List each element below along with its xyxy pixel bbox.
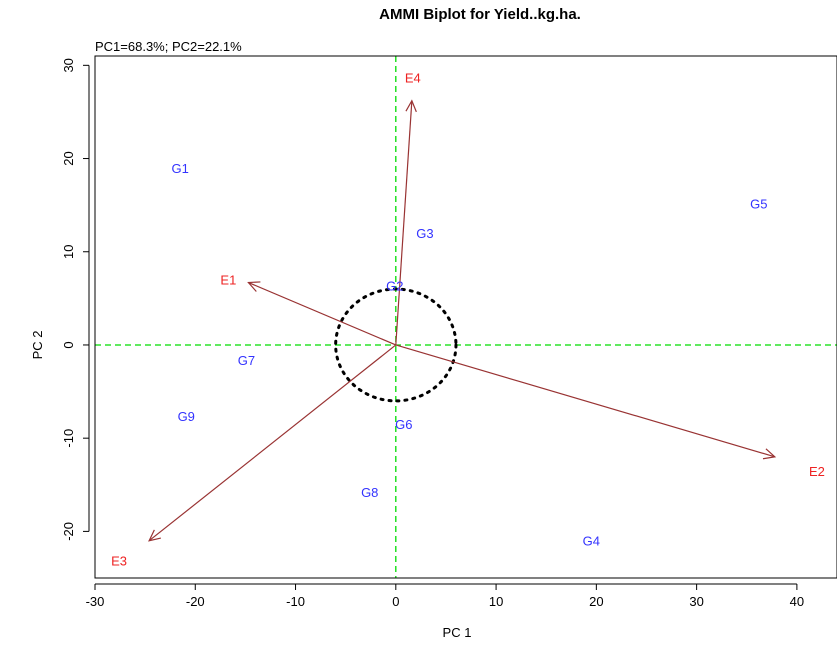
x-tick-label: 0 (392, 594, 399, 609)
arrow-e1 (248, 282, 395, 345)
x-tick-label: 40 (790, 594, 804, 609)
genotype-label-g9: G9 (178, 409, 195, 424)
y-tick-label: 30 (61, 58, 76, 72)
y-tick-label: 10 (61, 245, 76, 259)
environment-label-e4: E4 (405, 70, 421, 85)
genotype-label-g2: G2 (386, 278, 403, 293)
genotype-label-g5: G5 (750, 196, 767, 211)
arrow-e3 (149, 345, 396, 541)
point-labels: G1 G2 G3 G4 G5 G6 G7 G8 G9 E1 E2 E3 E4 (111, 70, 825, 568)
environment-arrows (149, 101, 775, 541)
axes: -30 -20 -10 0 10 20 30 40 -20 -10 0 10 20 30 (61, 58, 804, 609)
x-tick-label: 30 (689, 594, 703, 609)
environment-label-e2: E2 (809, 464, 825, 479)
arrow-e2 (396, 345, 775, 459)
x-tick-label: 20 (589, 594, 603, 609)
x-tick-label: -30 (86, 594, 105, 609)
y-tick-label: 20 (61, 151, 76, 165)
x-tick-label: 10 (489, 594, 503, 609)
y-tick-label: -20 (61, 522, 76, 541)
genotype-label-g4: G4 (583, 534, 600, 549)
genotype-label-g1: G1 (172, 161, 189, 176)
plot-frame (95, 56, 837, 578)
genotype-label-g6: G6 (395, 417, 412, 432)
y-tick-label: 0 (61, 341, 76, 348)
genotype-label-g7: G7 (238, 353, 255, 368)
chart-subtitle: PC1=68.3%; PC2=22.1% (95, 39, 242, 54)
y-axis-title: PC 2 (30, 331, 45, 360)
x-tick-label: -20 (186, 594, 205, 609)
y-tick-label: -10 (61, 429, 76, 448)
reference-lines (95, 56, 837, 578)
arrow-e4 (396, 101, 417, 345)
x-axis-title: PC 1 (443, 625, 472, 640)
genotype-label-g8: G8 (361, 485, 378, 500)
chart-title: AMMI Biplot for Yield..kg.ha. (379, 6, 581, 23)
x-tick-label: -10 (286, 594, 305, 609)
environment-label-e3: E3 (111, 553, 127, 568)
environment-label-e1: E1 (220, 273, 236, 288)
genotype-label-g3: G3 (416, 226, 433, 241)
